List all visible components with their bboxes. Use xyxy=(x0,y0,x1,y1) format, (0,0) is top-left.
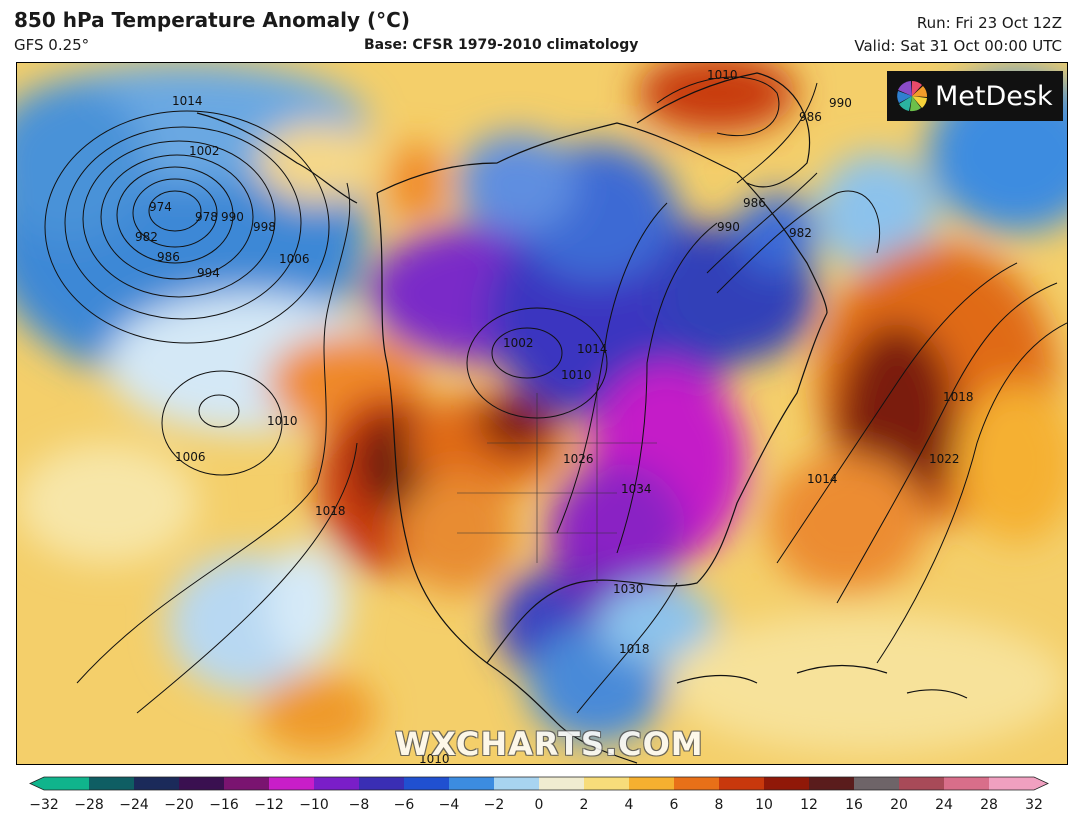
color-scale-tick-label: −4 xyxy=(438,797,460,813)
run-label: Run: Fri 23 Oct 12Z xyxy=(916,14,1062,32)
color-scale-tick-label: 16 xyxy=(845,797,863,813)
color-scale-tick-label: −20 xyxy=(164,797,194,813)
isobar-label: 1014 xyxy=(172,94,203,108)
model-label: GFS 0.25° xyxy=(14,36,90,54)
isobar-label: 1014 xyxy=(577,342,608,356)
color-scale-tick-label: 0 xyxy=(534,797,544,813)
color-scale-tick-label: −8 xyxy=(348,797,370,813)
color-scale-tick-label: 4 xyxy=(624,797,634,813)
logo-text: MetDesk xyxy=(935,80,1053,112)
isobar-label: 1006 xyxy=(279,252,310,266)
map-canvas: 1014 1002 974 978 982 986 990 994 998 10… xyxy=(17,63,1067,765)
color-scale-segment xyxy=(314,777,360,790)
color-scale-segment xyxy=(719,777,765,790)
pinwheel-icon xyxy=(897,81,928,112)
color-scale-tick-label: 2 xyxy=(579,797,589,813)
isobar-label: 978 xyxy=(195,210,218,224)
metdesk-logo: MetDesk xyxy=(887,71,1063,121)
isobar-label: 990 xyxy=(829,96,852,110)
color-scale-segment xyxy=(944,777,990,790)
chart-title: 850 hPa Temperature Anomaly (°C) xyxy=(14,8,410,32)
color-scale-segment xyxy=(179,777,225,790)
color-scale-tick-label: 8 xyxy=(714,797,724,813)
color-scale-segment xyxy=(44,777,90,790)
isobar-label: 1018 xyxy=(943,390,974,404)
isobar-label: 1002 xyxy=(503,336,534,350)
isobar-label: 1022 xyxy=(929,452,960,466)
isobar-label: 1002 xyxy=(189,144,220,158)
color-scale-max-arrow xyxy=(1034,777,1048,790)
color-scale-segment xyxy=(89,777,135,790)
coastlines xyxy=(196,72,968,764)
isobar-label: 974 xyxy=(149,200,172,214)
color-scale-bar xyxy=(29,776,1049,791)
color-scale-segment xyxy=(674,777,720,790)
color-scale-tick-label: 20 xyxy=(890,797,908,813)
color-scale-min-arrow xyxy=(30,777,44,790)
isobar-label: 1010 xyxy=(561,368,592,382)
isobar-label: 986 xyxy=(743,196,766,210)
isobar-label: 1010 xyxy=(419,752,450,765)
color-scale-segment xyxy=(539,777,585,790)
isobar-label: 982 xyxy=(789,226,812,240)
isobar-label: 1034 xyxy=(621,482,652,496)
isobar-label: 1018 xyxy=(315,504,346,518)
color-scale-segment xyxy=(449,777,495,790)
isobar-label: 1026 xyxy=(563,452,594,466)
color-scale-segment xyxy=(854,777,900,790)
isobar-label: 990 xyxy=(221,210,244,224)
isobar-label: 1018 xyxy=(619,642,650,656)
valid-time-label: Valid: Sat 31 Oct 00:00 UTC xyxy=(854,37,1062,55)
color-scale-segment xyxy=(584,777,630,790)
anomaly-map: 1014 1002 974 978 982 986 990 994 998 10… xyxy=(16,62,1068,765)
color-scale-tick-label: −32 xyxy=(29,797,59,813)
color-scale-tick-label: 32 xyxy=(1025,797,1043,813)
color-scale-tick-label: −2 xyxy=(483,797,505,813)
color-scale-tick-label: 28 xyxy=(980,797,998,813)
color-scale-segment xyxy=(404,777,450,790)
color-scale-tick-label: −16 xyxy=(209,797,239,813)
isobar-label: 986 xyxy=(799,110,822,124)
color-scale-tick-label: −6 xyxy=(393,797,415,813)
isobar-label: 982 xyxy=(135,230,158,244)
color-scale-segment xyxy=(134,777,180,790)
isobar-labels: 1014 1002 974 978 982 986 990 994 998 10… xyxy=(135,68,974,765)
color-scale-tick-label: −10 xyxy=(299,797,329,813)
watermark: WXCHARTS.COM xyxy=(395,725,704,763)
color-scale-segment xyxy=(269,777,315,790)
isobar-label: 998 xyxy=(253,220,276,234)
isobar-label: 986 xyxy=(157,250,180,264)
isobar-label: 1006 xyxy=(175,450,206,464)
isobar-label: 1010 xyxy=(707,68,738,82)
isobar-label: 1030 xyxy=(613,582,644,596)
color-scale-tick-label: −12 xyxy=(254,797,284,813)
color-scale-segment xyxy=(764,777,810,790)
color-scale-segment xyxy=(989,777,1035,790)
isobar-label: 990 xyxy=(717,220,740,234)
color-scale-tick-label: 10 xyxy=(755,797,773,813)
base-climatology-label: Base: CFSR 1979-2010 climatology xyxy=(364,37,639,53)
isobar-label: 994 xyxy=(197,266,220,280)
color-scale-segment xyxy=(629,777,675,790)
isobar-label: 1010 xyxy=(267,414,298,428)
isobar-label: 1014 xyxy=(807,472,838,486)
color-scale-segment xyxy=(899,777,945,790)
color-scale-tick-label: 12 xyxy=(800,797,818,813)
isobar-lines xyxy=(44,76,1067,714)
color-scale-tick-label: −24 xyxy=(119,797,149,813)
color-scale-segment xyxy=(359,777,405,790)
anomaly-field xyxy=(17,63,1067,753)
color-scale-segment xyxy=(494,777,540,790)
color-scale-segment xyxy=(809,777,855,790)
color-scale-tick-label: −28 xyxy=(74,797,104,813)
color-scale-tick-label: 6 xyxy=(669,797,679,813)
color-scale-segment xyxy=(224,777,270,790)
color-scale-outline xyxy=(29,776,1049,791)
color-scale-tick-label: 24 xyxy=(935,797,953,813)
